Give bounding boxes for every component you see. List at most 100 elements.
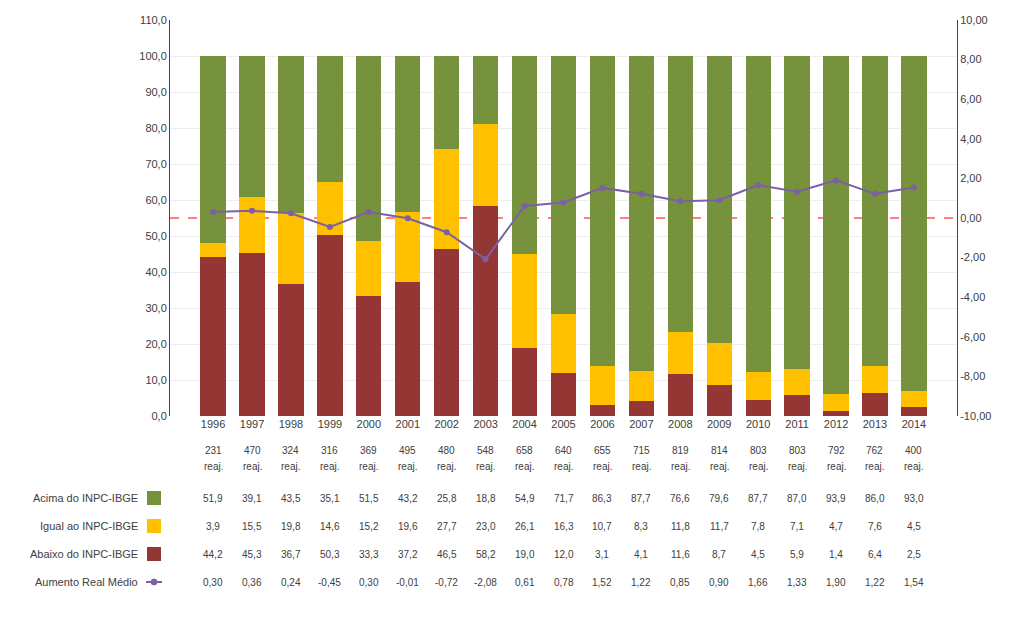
svg-text:324: 324 <box>282 445 299 456</box>
svg-text:0,24: 0,24 <box>281 577 301 588</box>
svg-text:2009: 2009 <box>707 418 731 430</box>
svg-text:reaj.: reaj. <box>749 461 768 472</box>
svg-text:10,00: 10,00 <box>960 14 988 26</box>
svg-text:87,7: 87,7 <box>748 493 768 504</box>
svg-text:4,1: 4,1 <box>634 549 648 560</box>
svg-text:2,00: 2,00 <box>960 172 981 184</box>
svg-text:1,90: 1,90 <box>826 577 846 588</box>
svg-text:reaj.: reaj. <box>710 461 729 472</box>
svg-text:2013: 2013 <box>863 418 887 430</box>
svg-text:0,36: 0,36 <box>242 577 262 588</box>
svg-text:0,00: 0,00 <box>960 212 981 224</box>
svg-text:40,0: 40,0 <box>145 266 166 278</box>
svg-text:reaj.: reaj. <box>904 461 923 472</box>
svg-text:93,0: 93,0 <box>904 493 924 504</box>
svg-text:15,2: 15,2 <box>359 521 379 532</box>
svg-text:reaj.: reaj. <box>437 461 456 472</box>
svg-text:2010: 2010 <box>746 418 770 430</box>
svg-text:6,4: 6,4 <box>868 549 882 560</box>
svg-text:18,8: 18,8 <box>476 493 496 504</box>
svg-text:470: 470 <box>244 445 261 456</box>
svg-text:2011: 2011 <box>785 418 809 430</box>
svg-text:8,3: 8,3 <box>634 521 648 532</box>
svg-text:Acima do INPC-IBGE: Acima do INPC-IBGE <box>33 492 138 504</box>
svg-text:1,22: 1,22 <box>865 577 885 588</box>
svg-text:100,0: 100,0 <box>139 50 167 62</box>
svg-text:792: 792 <box>828 445 845 456</box>
svg-text:15,5: 15,5 <box>242 521 262 532</box>
svg-text:Igual ao INPC-IBGE: Igual ao INPC-IBGE <box>40 520 138 532</box>
svg-text:79,6: 79,6 <box>709 493 729 504</box>
svg-text:39,1: 39,1 <box>242 493 262 504</box>
svg-text:Aumento Real Médio: Aumento Real Médio <box>35 576 138 588</box>
svg-text:1998: 1998 <box>279 418 303 430</box>
svg-text:1,33: 1,33 <box>787 577 807 588</box>
svg-text:16,3: 16,3 <box>554 521 574 532</box>
svg-text:316: 316 <box>321 445 338 456</box>
svg-text:2008: 2008 <box>668 418 692 430</box>
svg-text:8,7: 8,7 <box>712 549 726 560</box>
svg-text:0,30: 0,30 <box>359 577 379 588</box>
svg-text:7,1: 7,1 <box>790 521 804 532</box>
svg-text:reaj.: reaj. <box>827 461 846 472</box>
svg-text:2,5: 2,5 <box>907 549 921 560</box>
svg-text:11,7: 11,7 <box>710 521 729 532</box>
svg-text:reaj.: reaj. <box>515 461 534 472</box>
svg-text:19,8: 19,8 <box>281 521 301 532</box>
svg-text:25,8: 25,8 <box>437 493 457 504</box>
svg-text:87,0: 87,0 <box>787 493 807 504</box>
svg-text:110,0: 110,0 <box>140 14 167 26</box>
svg-text:43,2: 43,2 <box>398 493 418 504</box>
svg-text:71,7: 71,7 <box>554 493 574 504</box>
svg-text:2003: 2003 <box>473 418 497 430</box>
svg-text:655: 655 <box>594 445 611 456</box>
svg-text:11,8: 11,8 <box>671 521 690 532</box>
svg-text:0,30: 0,30 <box>203 577 223 588</box>
svg-text:1,66: 1,66 <box>748 577 768 588</box>
svg-text:reaj.: reaj. <box>243 461 262 472</box>
svg-text:3,9: 3,9 <box>206 521 220 532</box>
svg-text:658: 658 <box>516 445 533 456</box>
svg-text:4,7: 4,7 <box>829 521 843 532</box>
svg-text:60,0: 60,0 <box>145 194 166 206</box>
svg-text:2007: 2007 <box>629 418 653 430</box>
svg-text:reaj.: reaj. <box>788 461 807 472</box>
svg-text:50,0: 50,0 <box>145 230 166 242</box>
svg-text:10,7: 10,7 <box>592 521 612 532</box>
svg-text:14,6: 14,6 <box>320 521 340 532</box>
svg-text:480: 480 <box>438 445 455 456</box>
svg-text:-6,00: -6,00 <box>960 331 985 343</box>
svg-text:reaj.: reaj. <box>204 461 223 472</box>
svg-text:7,6: 7,6 <box>868 521 882 532</box>
svg-text:reaj.: reaj. <box>632 461 651 472</box>
svg-text:12,0: 12,0 <box>554 549 574 560</box>
svg-text:51,5: 51,5 <box>359 493 379 504</box>
svg-text:-4,00: -4,00 <box>960 291 985 303</box>
svg-text:0,78: 0,78 <box>554 577 574 588</box>
svg-text:2005: 2005 <box>551 418 575 430</box>
svg-text:495: 495 <box>399 445 416 456</box>
svg-text:reaj.: reaj. <box>281 461 300 472</box>
svg-text:0,0: 0,0 <box>152 410 167 422</box>
svg-text:2014: 2014 <box>902 418 926 430</box>
svg-text:37,2: 37,2 <box>398 549 418 560</box>
svg-text:27,7: 27,7 <box>437 521 457 532</box>
svg-text:231: 231 <box>205 445 222 456</box>
svg-text:reaj.: reaj. <box>593 461 612 472</box>
svg-text:0,85: 0,85 <box>670 577 690 588</box>
svg-text:reaj.: reaj. <box>554 461 573 472</box>
svg-text:86,0: 86,0 <box>865 493 885 504</box>
svg-text:30,0: 30,0 <box>145 302 166 314</box>
svg-text:10,0: 10,0 <box>145 374 166 386</box>
svg-text:35,1: 35,1 <box>320 493 340 504</box>
svg-text:-0,72: -0,72 <box>435 577 458 588</box>
svg-text:reaj.: reaj. <box>359 461 378 472</box>
svg-text:23,0: 23,0 <box>476 521 496 532</box>
svg-text:93,9: 93,9 <box>826 493 846 504</box>
svg-text:8,00: 8,00 <box>960 53 981 65</box>
svg-text:43,5: 43,5 <box>281 493 301 504</box>
svg-text:46,5: 46,5 <box>437 549 457 560</box>
svg-text:80,0: 80,0 <box>145 122 166 134</box>
svg-text:-2,08: -2,08 <box>474 577 497 588</box>
svg-text:reaj.: reaj. <box>398 461 417 472</box>
